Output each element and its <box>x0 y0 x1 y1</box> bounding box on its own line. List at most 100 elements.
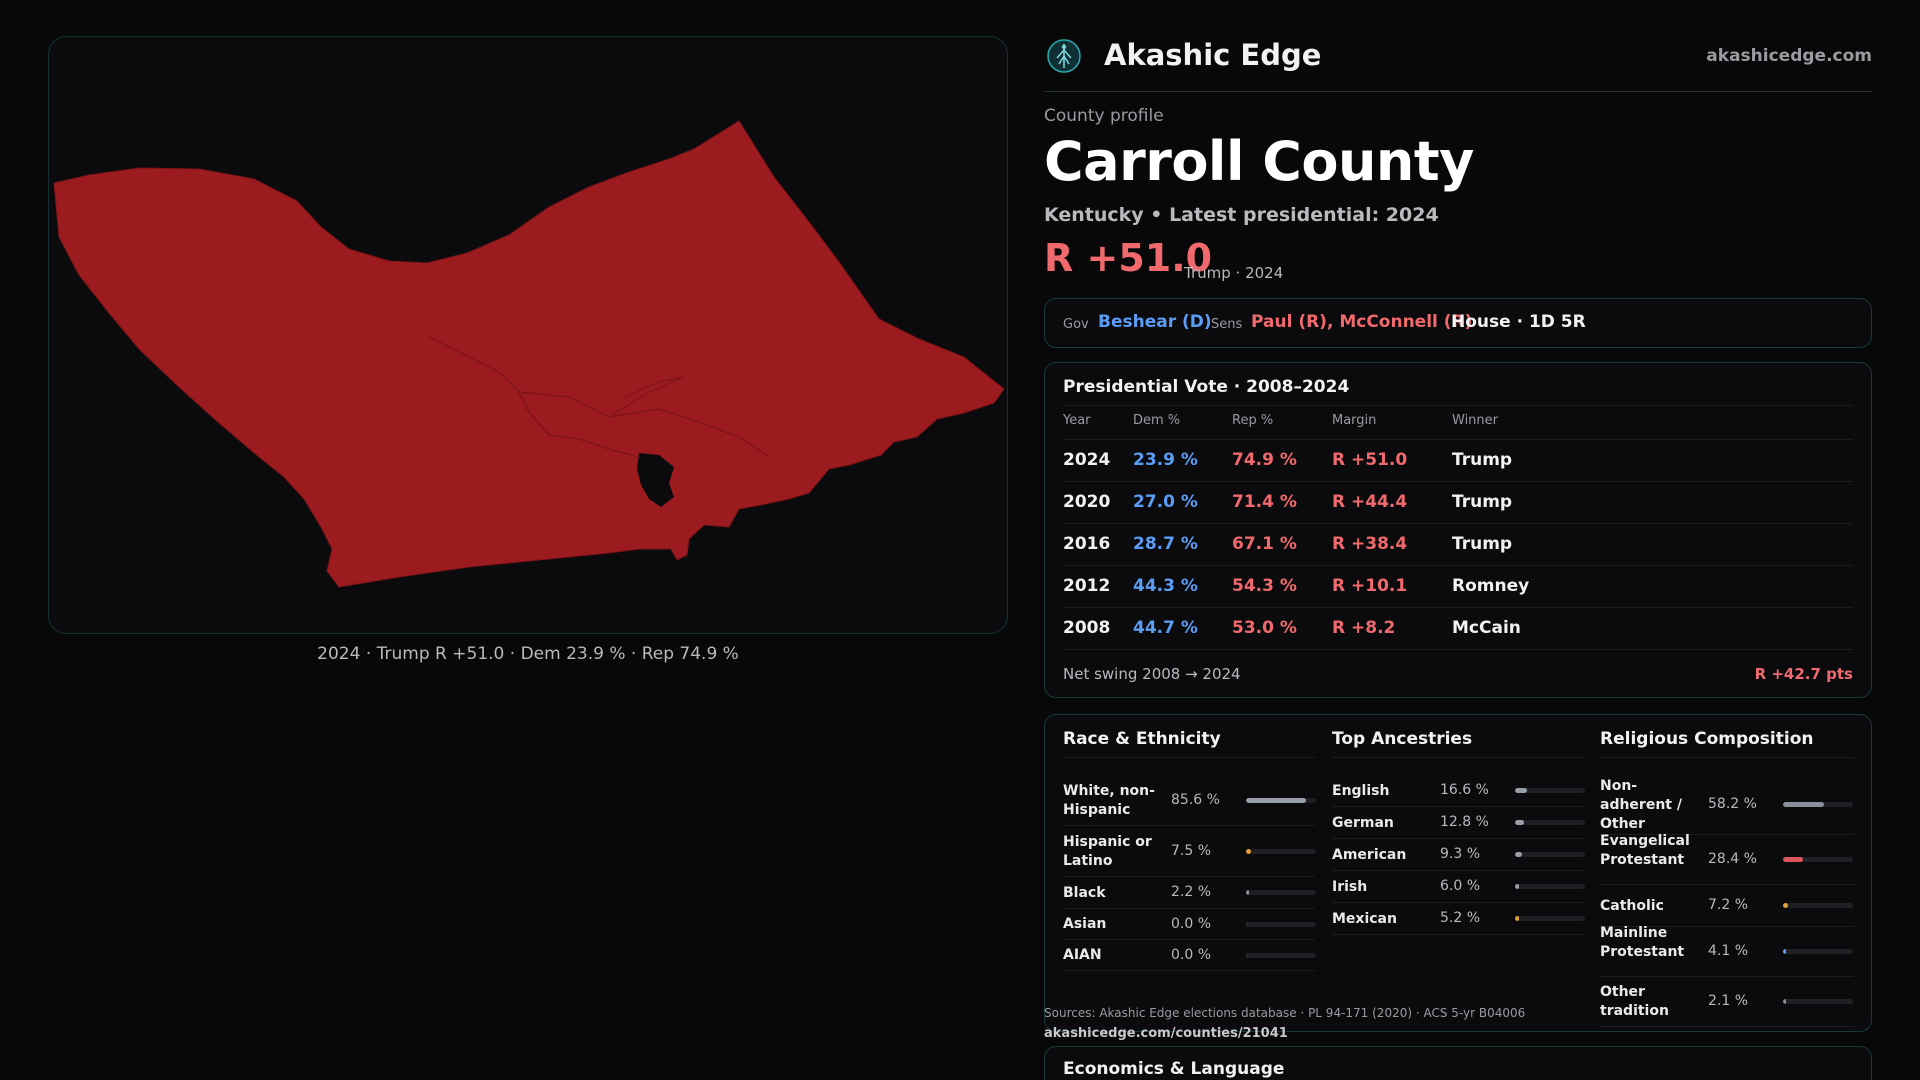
col-header-year: Year <box>1063 413 1091 428</box>
senators-value: Paul (R), McConnell (R) <box>1251 312 1473 332</box>
item-bar-fill <box>1515 852 1522 857</box>
sources-url-link[interactable]: akashicedge.com/counties/21041 <box>1044 1026 1288 1041</box>
item-label: Non-adherent / Other <box>1600 777 1682 832</box>
item-bar-fill <box>1783 857 1803 862</box>
governor-value: Beshear (D) <box>1098 312 1212 332</box>
divider <box>1063 649 1853 650</box>
net-swing-value: R +42.7 pts <box>1754 665 1853 683</box>
item-value: 12.8 % <box>1440 814 1489 830</box>
item-bar-fill <box>1515 884 1520 889</box>
list-item: German 12.8 % <box>1332 807 1585 839</box>
presidential-vote-card: Presidential Vote · 2008–2024 Year Dem %… <box>1044 362 1872 698</box>
divider <box>1063 757 1315 758</box>
row-dem: 23.9 % <box>1133 450 1198 470</box>
row-margin: R +8.2 <box>1332 618 1396 638</box>
house-delegation: House · 1D 5R <box>1451 312 1586 332</box>
item-label: AIAN <box>1063 947 1102 963</box>
item-value: 7.2 % <box>1708 897 1749 913</box>
list-item: Black 2.2 % <box>1063 877 1316 909</box>
brand-url-link[interactable]: akashicedge.com <box>1706 46 1872 66</box>
list-item: Mainline Protestant 4.1 % <box>1600 924 1854 977</box>
item-bar-track <box>1246 890 1316 895</box>
race-title: Race & Ethnicity <box>1063 729 1221 749</box>
officials-bar: Gov Beshear (D) Sens Paul (R), McConnell… <box>1044 298 1872 348</box>
item-value: 16.6 % <box>1440 782 1489 798</box>
table-row: 2020 27.0 % 71.4 % R +44.4 Trump <box>1063 481 1853 523</box>
item-bar-track <box>1783 999 1853 1004</box>
list-item: Catholic 7.2 % <box>1600 885 1854 927</box>
table-row: 2008 44.7 % 53.0 % R +8.2 McCain <box>1063 607 1853 649</box>
item-label: Mexican <box>1332 910 1397 927</box>
col-header-rep: Rep % <box>1232 413 1274 428</box>
item-label: American <box>1332 846 1407 863</box>
col-header-margin: Margin <box>1332 413 1377 428</box>
row-winner: Trump <box>1452 450 1513 470</box>
row-year: 2020 <box>1063 492 1111 512</box>
item-bar-track <box>1246 797 1316 803</box>
creek-line <box>608 376 685 418</box>
divider <box>1600 757 1854 758</box>
list-item: AIAN 0.0 % <box>1063 940 1316 971</box>
item-value: 0.0 % <box>1171 946 1212 963</box>
divider <box>1332 757 1584 758</box>
table-row: 2024 23.9 % 74.9 % R +51.0 Trump <box>1063 439 1853 481</box>
item-label: Other tradition <box>1600 984 1669 1019</box>
item-bar-fill <box>1515 820 1524 825</box>
row-year: 2008 <box>1063 618 1111 638</box>
net-swing-label: Net swing 2008 → 2024 <box>1063 665 1241 683</box>
county-map-svg <box>53 120 1005 588</box>
item-bar-fill <box>1783 999 1786 1004</box>
item-bar-fill <box>1246 797 1306 803</box>
tree-globe-icon[interactable] <box>1046 38 1082 74</box>
item-bar-fill <box>1515 788 1527 793</box>
item-value: 2.2 % <box>1171 884 1212 900</box>
county-shape[interactable] <box>53 120 1005 588</box>
item-value: 85.6 % <box>1171 791 1220 808</box>
item-bar-track <box>1515 884 1585 889</box>
ancestry-title: Top Ancestries <box>1332 729 1473 749</box>
headline-margin-note: Trump · 2024 <box>1184 264 1284 282</box>
table-row: 2012 44.3 % 54.3 % R +10.1 Romney <box>1063 565 1853 607</box>
item-bar-fill <box>1246 952 1248 958</box>
row-rep: 53.0 % <box>1232 618 1297 638</box>
item-value: 5.2 % <box>1440 910 1481 926</box>
map-caption: 2024 · Trump R +51.0 · Dem 23.9 % · Rep … <box>317 644 739 664</box>
list-item: English 16.6 % <box>1332 775 1585 807</box>
brand-name[interactable]: Akashic Edge <box>1104 38 1322 72</box>
item-label: Mainline Protestant <box>1600 924 1685 960</box>
col-header-dem: Dem % <box>1133 413 1181 428</box>
row-year: 2012 <box>1063 576 1111 596</box>
item-bar-track <box>1783 857 1853 862</box>
row-rep: 54.3 % <box>1232 576 1297 596</box>
table-row: 2016 28.7 % 67.1 % R +38.4 Trump <box>1063 523 1853 565</box>
lake-cutout <box>637 453 674 507</box>
sources-note: Sources: Akashic Edge elections database… <box>1044 1006 1526 1020</box>
item-label: Catholic <box>1600 897 1664 914</box>
item-bar-fill <box>1246 848 1252 854</box>
item-bar-track <box>1246 952 1316 958</box>
list-item: Non-adherent / Other 58.2 % <box>1600 775 1854 835</box>
river-line-2 <box>518 391 770 458</box>
list-item: American 9.3 % <box>1332 839 1585 871</box>
item-bar-fill <box>1783 802 1824 807</box>
river-line <box>428 336 640 458</box>
item-bar-track <box>1515 852 1585 857</box>
row-year: 2024 <box>1063 450 1111 470</box>
county-map[interactable] <box>48 36 1008 634</box>
governor-label: Gov <box>1063 317 1089 332</box>
religion-title: Religious Composition <box>1600 729 1814 749</box>
divider <box>1063 405 1853 406</box>
item-bar-fill <box>1783 949 1786 954</box>
row-rep: 74.9 % <box>1232 450 1297 470</box>
list-item: Other tradition 2.1 % <box>1600 977 1854 1027</box>
item-label: Irish <box>1332 878 1368 895</box>
list-item: Irish 6.0 % <box>1332 871 1585 903</box>
row-winner: Trump <box>1452 492 1513 512</box>
page-kicker: County profile <box>1044 106 1164 126</box>
row-margin: R +10.1 <box>1332 576 1408 596</box>
list-item: Evangelical Protestant 28.4 % <box>1600 833 1854 885</box>
page-title: Carroll County <box>1044 130 1474 193</box>
item-value: 9.3 % <box>1440 846 1481 862</box>
item-value: 2.1 % <box>1708 993 1749 1009</box>
item-bar-track <box>1783 802 1853 807</box>
